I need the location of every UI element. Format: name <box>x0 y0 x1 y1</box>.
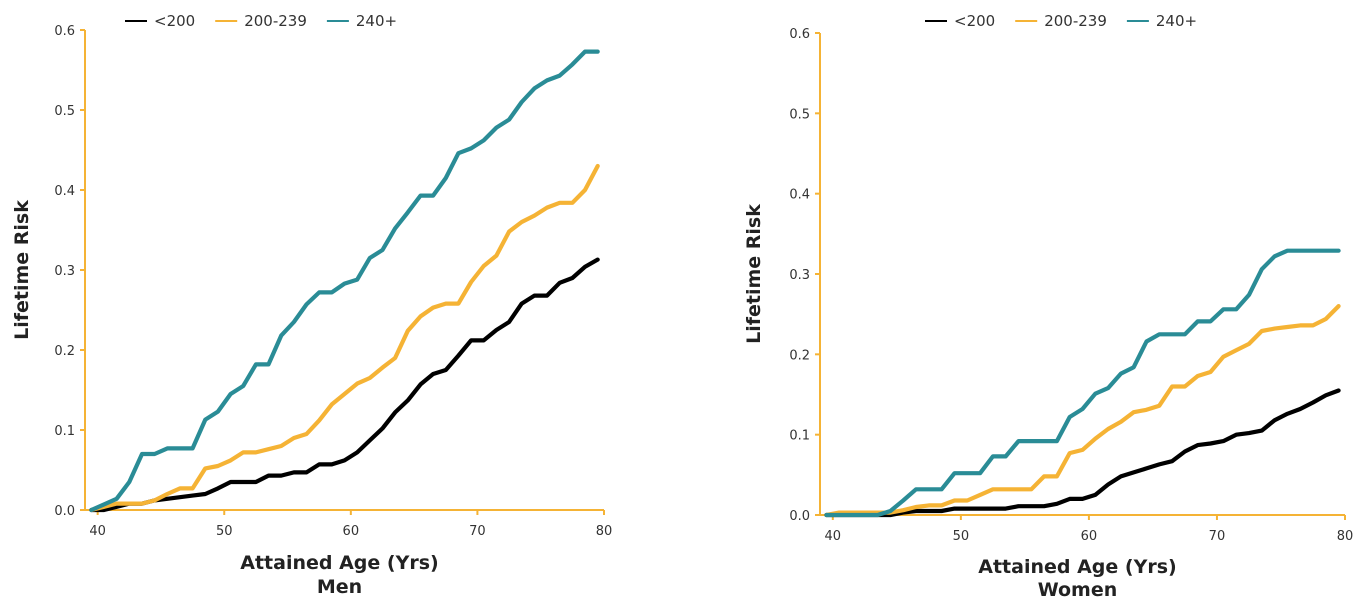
panel-label: Women <box>1038 579 1118 601</box>
legend-label: 240+ <box>1156 12 1197 30</box>
y-tick-label: 0.1 <box>789 429 810 444</box>
y-tick-label: 0.3 <box>789 268 810 283</box>
x-tick-label: 80 <box>1337 529 1353 544</box>
series-line-0 <box>824 388 1341 518</box>
x-tick-label: 60 <box>343 524 360 539</box>
x-tick-label: 70 <box>1209 529 1226 544</box>
x-tick-label: 40 <box>825 529 842 544</box>
x-tick-label: 50 <box>216 524 233 539</box>
y-tick-label: 0.2 <box>789 348 810 363</box>
y-tick-label: 0.6 <box>54 24 75 39</box>
series-line-2 <box>89 49 600 513</box>
x-axis-title: Attained Age (Yrs) <box>978 556 1176 578</box>
x-tick-label: 40 <box>89 524 106 539</box>
chart-panel-0: 0.0 0.1 0.2 0.3 0.4 0.5 0.6 40 50 60 70 80 <200 200-2… <box>11 12 612 598</box>
x-tick-label: 70 <box>469 524 486 539</box>
y-tick-label: 0.2 <box>54 344 75 359</box>
legend-label: 200-239 <box>244 12 307 30</box>
series-line-0 <box>89 257 600 513</box>
legend-label: 200-239 <box>1044 12 1107 30</box>
series-line-1 <box>89 163 600 513</box>
series-line-2 <box>824 248 1341 518</box>
series-line-1 <box>824 304 1341 518</box>
y-tick-label: 0.5 <box>54 104 75 119</box>
legend-label: <200 <box>954 12 995 30</box>
y-tick-label: 0.3 <box>54 264 75 279</box>
y-tick-label: 0.0 <box>789 509 810 524</box>
y-tick-label: 0.0 <box>54 504 75 519</box>
x-tick-label: 60 <box>1081 529 1098 544</box>
y-tick-label: 0.1 <box>54 424 75 439</box>
x-axis-title: Attained Age (Yrs) <box>240 552 438 574</box>
y-axis-title: Lifetime Risk <box>11 200 33 340</box>
chart-panel-1: 0.0 0.1 0.2 0.3 0.4 0.5 0.6 40 50 60 70 80 <200 200-2… <box>743 12 1353 601</box>
x-tick-label: 80 <box>596 524 613 539</box>
y-tick-label: 0.6 <box>789 27 810 42</box>
panel-label: Men <box>317 576 362 598</box>
legend-label: <200 <box>154 12 195 30</box>
y-axis-title: Lifetime Risk <box>743 204 765 344</box>
y-tick-label: 0.4 <box>789 188 810 203</box>
legend-label: 240+ <box>356 12 397 30</box>
x-tick-label: 50 <box>953 529 970 544</box>
y-tick-label: 0.4 <box>54 184 75 199</box>
y-tick-label: 0.5 <box>789 107 810 122</box>
